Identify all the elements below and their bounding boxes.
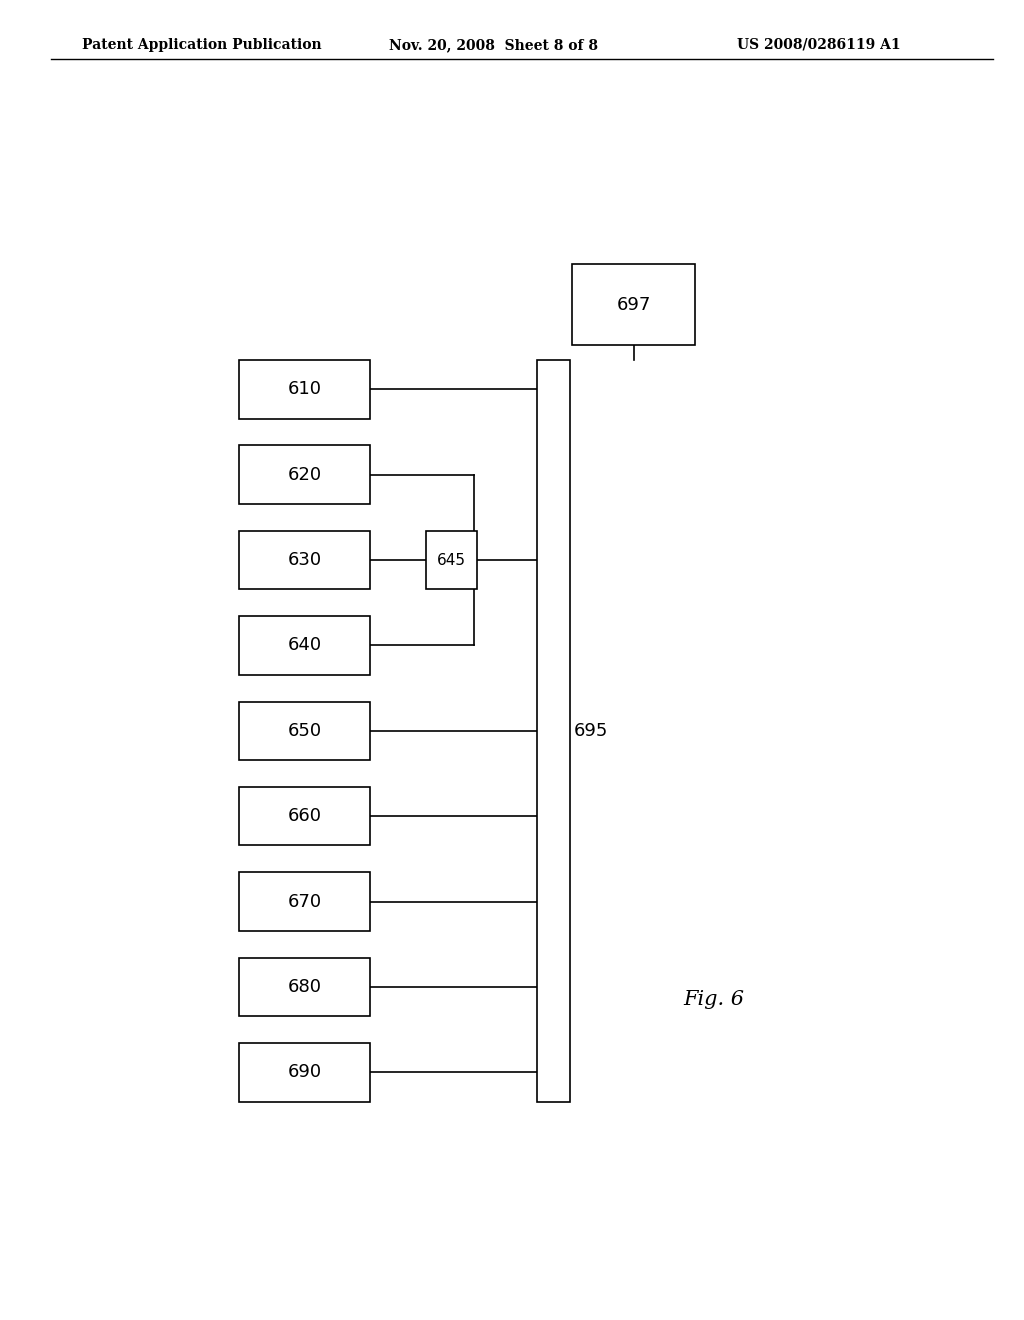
Text: 645: 645 bbox=[437, 553, 466, 568]
Text: 630: 630 bbox=[288, 550, 322, 569]
Text: Nov. 20, 2008  Sheet 8 of 8: Nov. 20, 2008 Sheet 8 of 8 bbox=[389, 38, 598, 51]
FancyBboxPatch shape bbox=[240, 360, 370, 418]
Text: Patent Application Publication: Patent Application Publication bbox=[82, 38, 322, 51]
Text: 610: 610 bbox=[288, 380, 322, 399]
Text: 660: 660 bbox=[288, 808, 322, 825]
Text: 640: 640 bbox=[288, 636, 322, 655]
FancyBboxPatch shape bbox=[240, 445, 370, 504]
FancyBboxPatch shape bbox=[240, 616, 370, 675]
Text: Fig. 6: Fig. 6 bbox=[684, 990, 744, 1010]
Text: 697: 697 bbox=[616, 296, 651, 314]
FancyBboxPatch shape bbox=[572, 264, 695, 346]
FancyBboxPatch shape bbox=[240, 873, 370, 931]
FancyBboxPatch shape bbox=[240, 958, 370, 1016]
FancyBboxPatch shape bbox=[240, 1043, 370, 1102]
Text: US 2008/0286119 A1: US 2008/0286119 A1 bbox=[737, 38, 901, 51]
FancyBboxPatch shape bbox=[426, 531, 477, 589]
Text: 650: 650 bbox=[288, 722, 322, 739]
Text: 620: 620 bbox=[288, 466, 322, 483]
Text: 690: 690 bbox=[288, 1064, 322, 1081]
Text: 670: 670 bbox=[288, 892, 322, 911]
FancyBboxPatch shape bbox=[537, 360, 570, 1102]
FancyBboxPatch shape bbox=[240, 531, 370, 589]
Text: 695: 695 bbox=[574, 722, 608, 739]
FancyBboxPatch shape bbox=[240, 787, 370, 846]
FancyBboxPatch shape bbox=[240, 701, 370, 760]
Text: 680: 680 bbox=[288, 978, 322, 997]
